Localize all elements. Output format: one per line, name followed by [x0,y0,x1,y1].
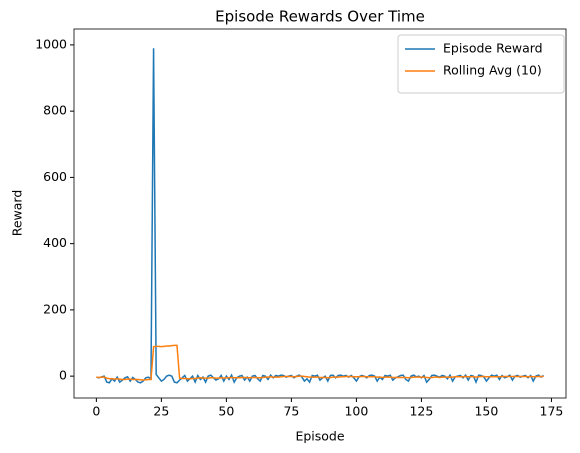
chart-title: Episode Rewards Over Time [215,8,425,26]
y-tick-label: 1000 [35,36,67,51]
x-tick-label: 175 [540,404,564,419]
legend-box [397,34,565,94]
y-axis-label: Reward [10,190,25,237]
line-series [96,48,545,385]
line-series [96,344,544,381]
x-tick-label: 50 [218,404,234,419]
x-tick-label: 75 [283,404,299,419]
y-tick-label: 600 [43,169,67,184]
legend-label: Episode Reward [443,41,543,56]
x-tick-label: 150 [474,404,498,419]
x-tick-label: 100 [344,404,368,419]
plot-frame [73,28,567,399]
x-tick-label: 125 [409,404,433,419]
y-tick-label: 200 [43,301,67,316]
x-axis-label: Episode [295,429,344,444]
legend-label: Rolling Avg (10) [443,63,542,78]
y-tick-label: 0 [59,368,67,383]
x-tick-label: 0 [92,404,100,419]
y-tick-label: 800 [43,103,67,118]
x-tick-label: 25 [153,404,169,419]
y-tick-label: 400 [43,235,67,250]
